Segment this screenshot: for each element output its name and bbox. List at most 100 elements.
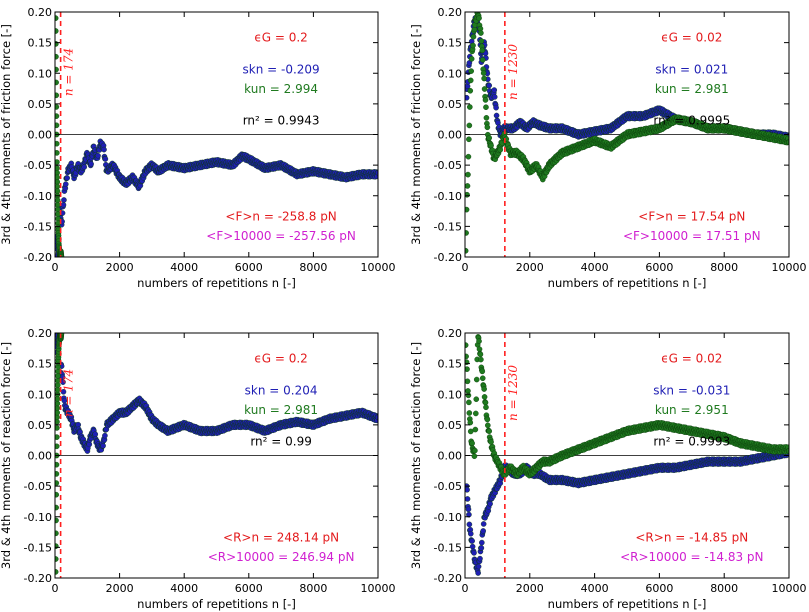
data-point-skewness xyxy=(493,112,500,119)
annotation-ku: kun = 2.981 xyxy=(655,82,729,96)
data-point-kurtosis xyxy=(488,142,494,149)
x-axis-label: numbers of repetitions n [-] xyxy=(137,276,296,290)
threshold-label: n = 1230 xyxy=(506,44,520,100)
chart-panel-1: n = 174 0.20 0.15 0.10 0.05 0.00 -0.05 -0.10 -0.… xyxy=(0,6,396,290)
annotation-sk: skn = 0.204 xyxy=(245,383,318,397)
x-tick-label: 10000 xyxy=(772,582,807,595)
data-point-kurtosis xyxy=(55,530,59,537)
annotation-r2: rn² = 0.9943 xyxy=(243,114,320,128)
y-tick-label: -0.10 xyxy=(24,511,52,524)
x-axis-label: numbers of repetitions n [-] xyxy=(548,597,707,611)
data-point-kurtosis xyxy=(479,47,486,54)
x-tick-label: 2000 xyxy=(106,261,134,274)
data-point-kurtosis xyxy=(483,404,489,411)
data-point-skewness xyxy=(100,442,106,449)
data-point-kurtosis xyxy=(472,447,478,454)
y-tick-label: -0.20 xyxy=(434,251,462,264)
plot-area xyxy=(465,12,789,254)
x-tick-label: 10000 xyxy=(361,261,396,274)
y-tick-label: 0.15 xyxy=(28,37,53,50)
chart-panel-2: n = 1230 0.20 0.15 0.10 0.05 0.00 -0.05 -0.10 -0… xyxy=(409,6,807,290)
y-tick-label: 0.05 xyxy=(438,419,463,432)
data-point-kurtosis xyxy=(470,33,477,40)
data-point-kurtosis xyxy=(484,416,491,423)
data-point-skewness xyxy=(469,538,475,544)
threshold-label: n = 174 xyxy=(62,48,76,96)
y-tick-label: 0.10 xyxy=(28,388,53,401)
data-point-skewness xyxy=(465,496,471,502)
x-tick-label: 6000 xyxy=(645,582,673,595)
data-point-skewness xyxy=(101,146,107,153)
data-point-skewness xyxy=(62,181,69,187)
y-tick-label: -0.05 xyxy=(434,480,462,493)
x-tick-label: 8000 xyxy=(710,582,738,595)
data-point-kurtosis xyxy=(467,77,474,84)
data-point-kurtosis xyxy=(483,115,490,121)
x-tick-label: 0 xyxy=(52,261,59,274)
data-point-kurtosis xyxy=(481,75,487,82)
x-tick-label: 4000 xyxy=(170,261,198,274)
annotation-ku: kun = 2.951 xyxy=(655,403,729,417)
annotation-ku: kun = 2.994 xyxy=(244,82,318,96)
x-tick-label: 0 xyxy=(462,261,469,274)
series-skewness xyxy=(465,447,789,576)
y-tick-label: -0.20 xyxy=(24,572,52,585)
y-axis-label: 3rd & 4th moments of friction force [-] xyxy=(0,24,13,245)
data-point-kurtosis xyxy=(786,448,789,454)
data-point-kurtosis xyxy=(55,461,60,468)
data-point-skewness xyxy=(475,570,481,576)
data-point-kurtosis xyxy=(55,92,60,99)
y-tick-label: 0.05 xyxy=(28,419,53,432)
data-point-kurtosis xyxy=(472,426,479,433)
annotation-mean_10000: <R>10000 = 246.94 pN xyxy=(208,550,355,564)
y-axis-label: 3rd & 4th moments of reaction force [-] xyxy=(409,342,423,569)
plot-area xyxy=(55,15,378,257)
x-tick-label: 10000 xyxy=(361,582,396,595)
y-axis-label: 3rd & 4th moments of reaction force [-] xyxy=(0,342,13,569)
plot-area xyxy=(55,333,378,575)
annotation-mean_n: <F>n = 17.54 pN xyxy=(638,209,745,223)
data-point-kurtosis xyxy=(465,230,469,236)
data-point-kurtosis xyxy=(478,356,484,363)
series-kurtosis xyxy=(465,334,789,479)
data-point-kurtosis xyxy=(486,135,493,141)
x-tick-label: 6000 xyxy=(235,261,263,274)
data-point-kurtosis xyxy=(471,453,478,460)
data-point-kurtosis xyxy=(488,439,494,445)
data-point-kurtosis xyxy=(465,366,470,372)
x-tick-label: 8000 xyxy=(299,261,327,274)
data-point-kurtosis xyxy=(469,440,475,447)
annotation-r2: rn² = 0.9995 xyxy=(653,114,730,128)
y-tick-label: -0.10 xyxy=(24,190,52,203)
data-point-kurtosis xyxy=(465,183,471,189)
y-tick-label: -0.05 xyxy=(434,159,462,172)
data-point-skewness xyxy=(479,539,485,546)
data-point-skewness xyxy=(487,500,493,507)
x-tick-label: 2000 xyxy=(106,582,134,595)
data-point-skewness xyxy=(467,530,474,537)
data-point-kurtosis xyxy=(468,56,475,62)
data-point-kurtosis xyxy=(466,399,472,406)
annotation-eps: ϵG = 0.02 xyxy=(661,30,722,44)
data-point-skewness xyxy=(465,506,472,513)
data-point-kurtosis xyxy=(55,491,60,498)
data-point-kurtosis xyxy=(467,419,474,426)
data-point-kurtosis xyxy=(482,399,489,406)
series-skewness xyxy=(55,138,378,257)
y-tick-label: 0.05 xyxy=(28,98,53,111)
data-point-skewness xyxy=(471,550,477,556)
data-point-kurtosis xyxy=(55,569,59,575)
data-point-kurtosis xyxy=(465,171,471,178)
x-tick-label: 4000 xyxy=(170,582,198,595)
data-point-kurtosis xyxy=(55,443,60,450)
y-tick-label: -0.10 xyxy=(434,190,462,203)
y-tick-label: -0.05 xyxy=(24,159,52,172)
data-point-skewness xyxy=(478,545,485,551)
y-tick-label: 0.20 xyxy=(28,327,53,340)
data-point-skewness xyxy=(466,521,473,528)
x-tick-label: 6000 xyxy=(645,261,673,274)
data-point-kurtosis xyxy=(468,68,474,74)
data-point-kurtosis xyxy=(467,428,474,435)
data-point-skewness xyxy=(493,104,499,111)
data-point-kurtosis xyxy=(55,517,59,524)
